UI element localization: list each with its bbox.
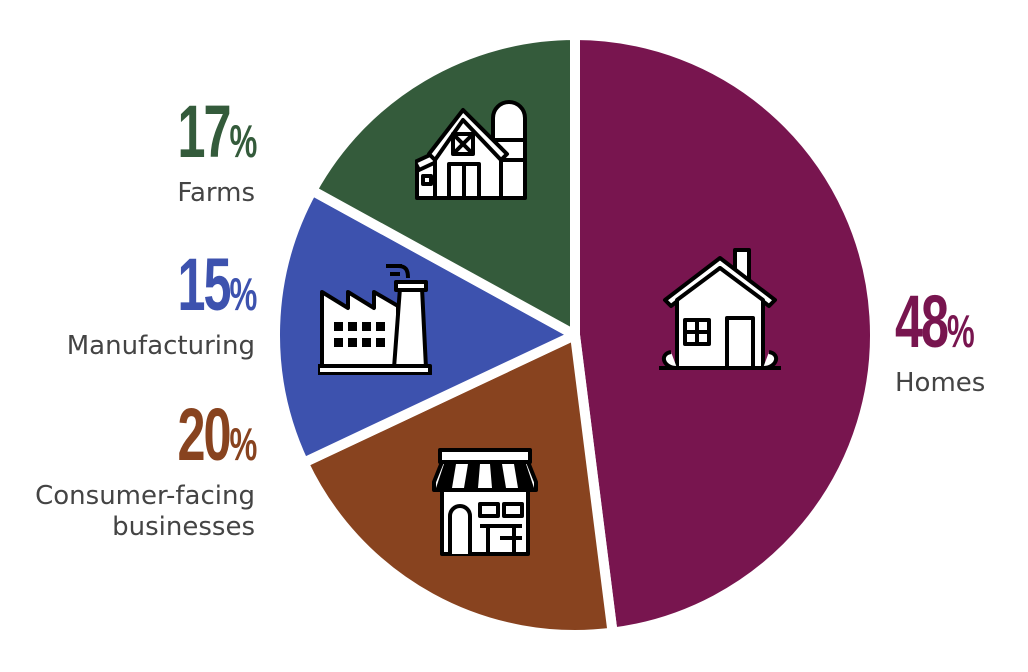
name-manufacturing: Manufacturing <box>66 331 255 361</box>
value-homes: 48 <box>895 280 949 363</box>
label-consumer: 20% Consumer-facing businesses <box>0 398 257 543</box>
label-manufacturing: 15% Manufacturing <box>0 248 257 362</box>
label-farms: 17% Farms <box>0 95 257 209</box>
name-consumer-2: businesses <box>112 512 255 542</box>
label-homes: 48% Homes <box>895 285 1028 399</box>
value-manufacturing: 15 <box>177 243 231 326</box>
name-homes: Homes <box>895 368 986 398</box>
value-farms: 17 <box>177 90 231 173</box>
value-consumer: 20 <box>177 393 231 476</box>
barn-icon <box>415 100 527 200</box>
name-consumer-1: Consumer-facing <box>35 481 255 511</box>
name-farms: Farms <box>177 178 255 208</box>
house-icon <box>659 248 781 370</box>
factory-icon <box>318 264 432 375</box>
storefront-icon <box>432 448 538 556</box>
